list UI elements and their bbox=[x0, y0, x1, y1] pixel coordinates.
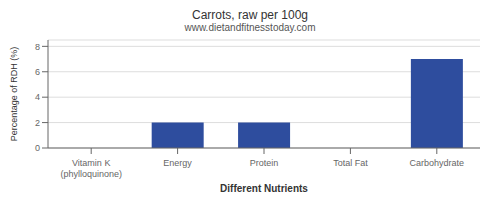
svg-text:Protein: Protein bbox=[250, 158, 279, 168]
svg-text:8: 8 bbox=[35, 42, 40, 52]
svg-text:Total Fat: Total Fat bbox=[333, 158, 368, 168]
svg-text:Different Nutrients: Different Nutrients bbox=[220, 183, 308, 192]
svg-text:Energy: Energy bbox=[163, 158, 192, 168]
svg-text:Vitamin K(phylloquinone): Vitamin K(phylloquinone) bbox=[60, 158, 122, 178]
svg-text:0: 0 bbox=[35, 143, 40, 153]
svg-text:Percentage of RDH (%): Percentage of RDH (%) bbox=[9, 47, 19, 142]
svg-text:6: 6 bbox=[35, 67, 40, 77]
svg-text:4: 4 bbox=[35, 92, 40, 102]
html-text:www.dietandfitnesstoday.com: www.dietandfitnesstoday.com bbox=[184, 22, 316, 33]
svg-text:2: 2 bbox=[35, 118, 40, 128]
svg-text:Carbohydrate: Carbohydrate bbox=[410, 158, 465, 168]
html-text:Carrots, raw per 100g: Carrots, raw per 100g bbox=[192, 8, 308, 22]
